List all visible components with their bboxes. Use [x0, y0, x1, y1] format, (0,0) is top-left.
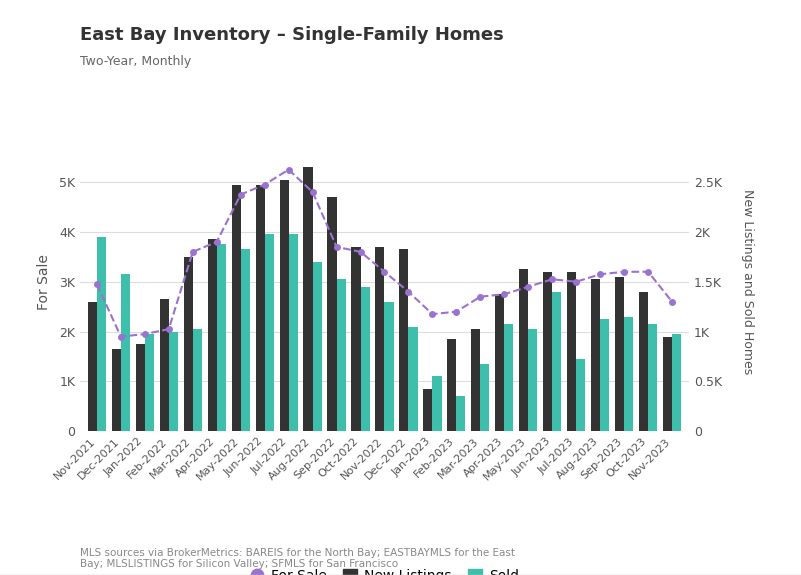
Bar [217, 244, 226, 431]
Bar [552, 292, 562, 431]
Bar [543, 272, 552, 431]
Bar [231, 185, 240, 431]
Bar [207, 239, 217, 431]
Bar [591, 279, 600, 431]
Bar [169, 332, 178, 431]
Y-axis label: For Sale: For Sale [37, 254, 50, 310]
Bar [288, 235, 298, 431]
Text: East Bay Inventory – Single-Family Homes: East Bay Inventory – Single-Family Homes [80, 26, 504, 44]
Bar [384, 302, 393, 431]
Bar [576, 359, 586, 431]
Bar [400, 250, 409, 431]
Bar [328, 197, 336, 431]
Bar [145, 334, 154, 431]
Bar [264, 235, 274, 431]
Bar [376, 247, 384, 431]
Legend: For Sale, New Listings, Sold: For Sale, New Listings, Sold [244, 564, 525, 575]
Bar [280, 179, 288, 431]
Bar [336, 279, 346, 431]
Bar [135, 344, 145, 431]
Bar [457, 396, 465, 431]
Bar [433, 377, 441, 431]
Bar [256, 185, 264, 431]
Bar [360, 287, 369, 431]
Bar [624, 317, 634, 431]
Bar [529, 329, 537, 431]
Bar [111, 349, 121, 431]
Text: Two-Year, Monthly: Two-Year, Monthly [80, 55, 191, 68]
Bar [600, 319, 610, 431]
Bar [409, 327, 417, 431]
Bar [481, 364, 489, 431]
Bar [505, 324, 513, 431]
Bar [648, 324, 658, 431]
Bar [519, 269, 529, 431]
Bar [183, 257, 193, 431]
Bar [615, 277, 624, 431]
Y-axis label: New Listings and Sold Homes: New Listings and Sold Homes [741, 189, 755, 374]
Bar [97, 237, 106, 431]
Bar [447, 339, 457, 431]
Bar [159, 299, 169, 431]
Bar [663, 336, 672, 431]
Bar [304, 167, 312, 431]
Bar [672, 334, 681, 431]
Bar [88, 302, 97, 431]
Bar [312, 262, 322, 431]
Text: MLS sources via BrokerMetrics: BAREIS for the North Bay; EASTBAYMLS for the East: MLS sources via BrokerMetrics: BAREIS fo… [80, 547, 515, 569]
Bar [423, 389, 433, 431]
Bar [471, 329, 481, 431]
Bar [193, 329, 202, 431]
Bar [352, 247, 360, 431]
Bar [567, 272, 576, 431]
Bar [121, 274, 130, 431]
Bar [240, 250, 250, 431]
Bar [495, 294, 505, 431]
Bar [639, 292, 648, 431]
